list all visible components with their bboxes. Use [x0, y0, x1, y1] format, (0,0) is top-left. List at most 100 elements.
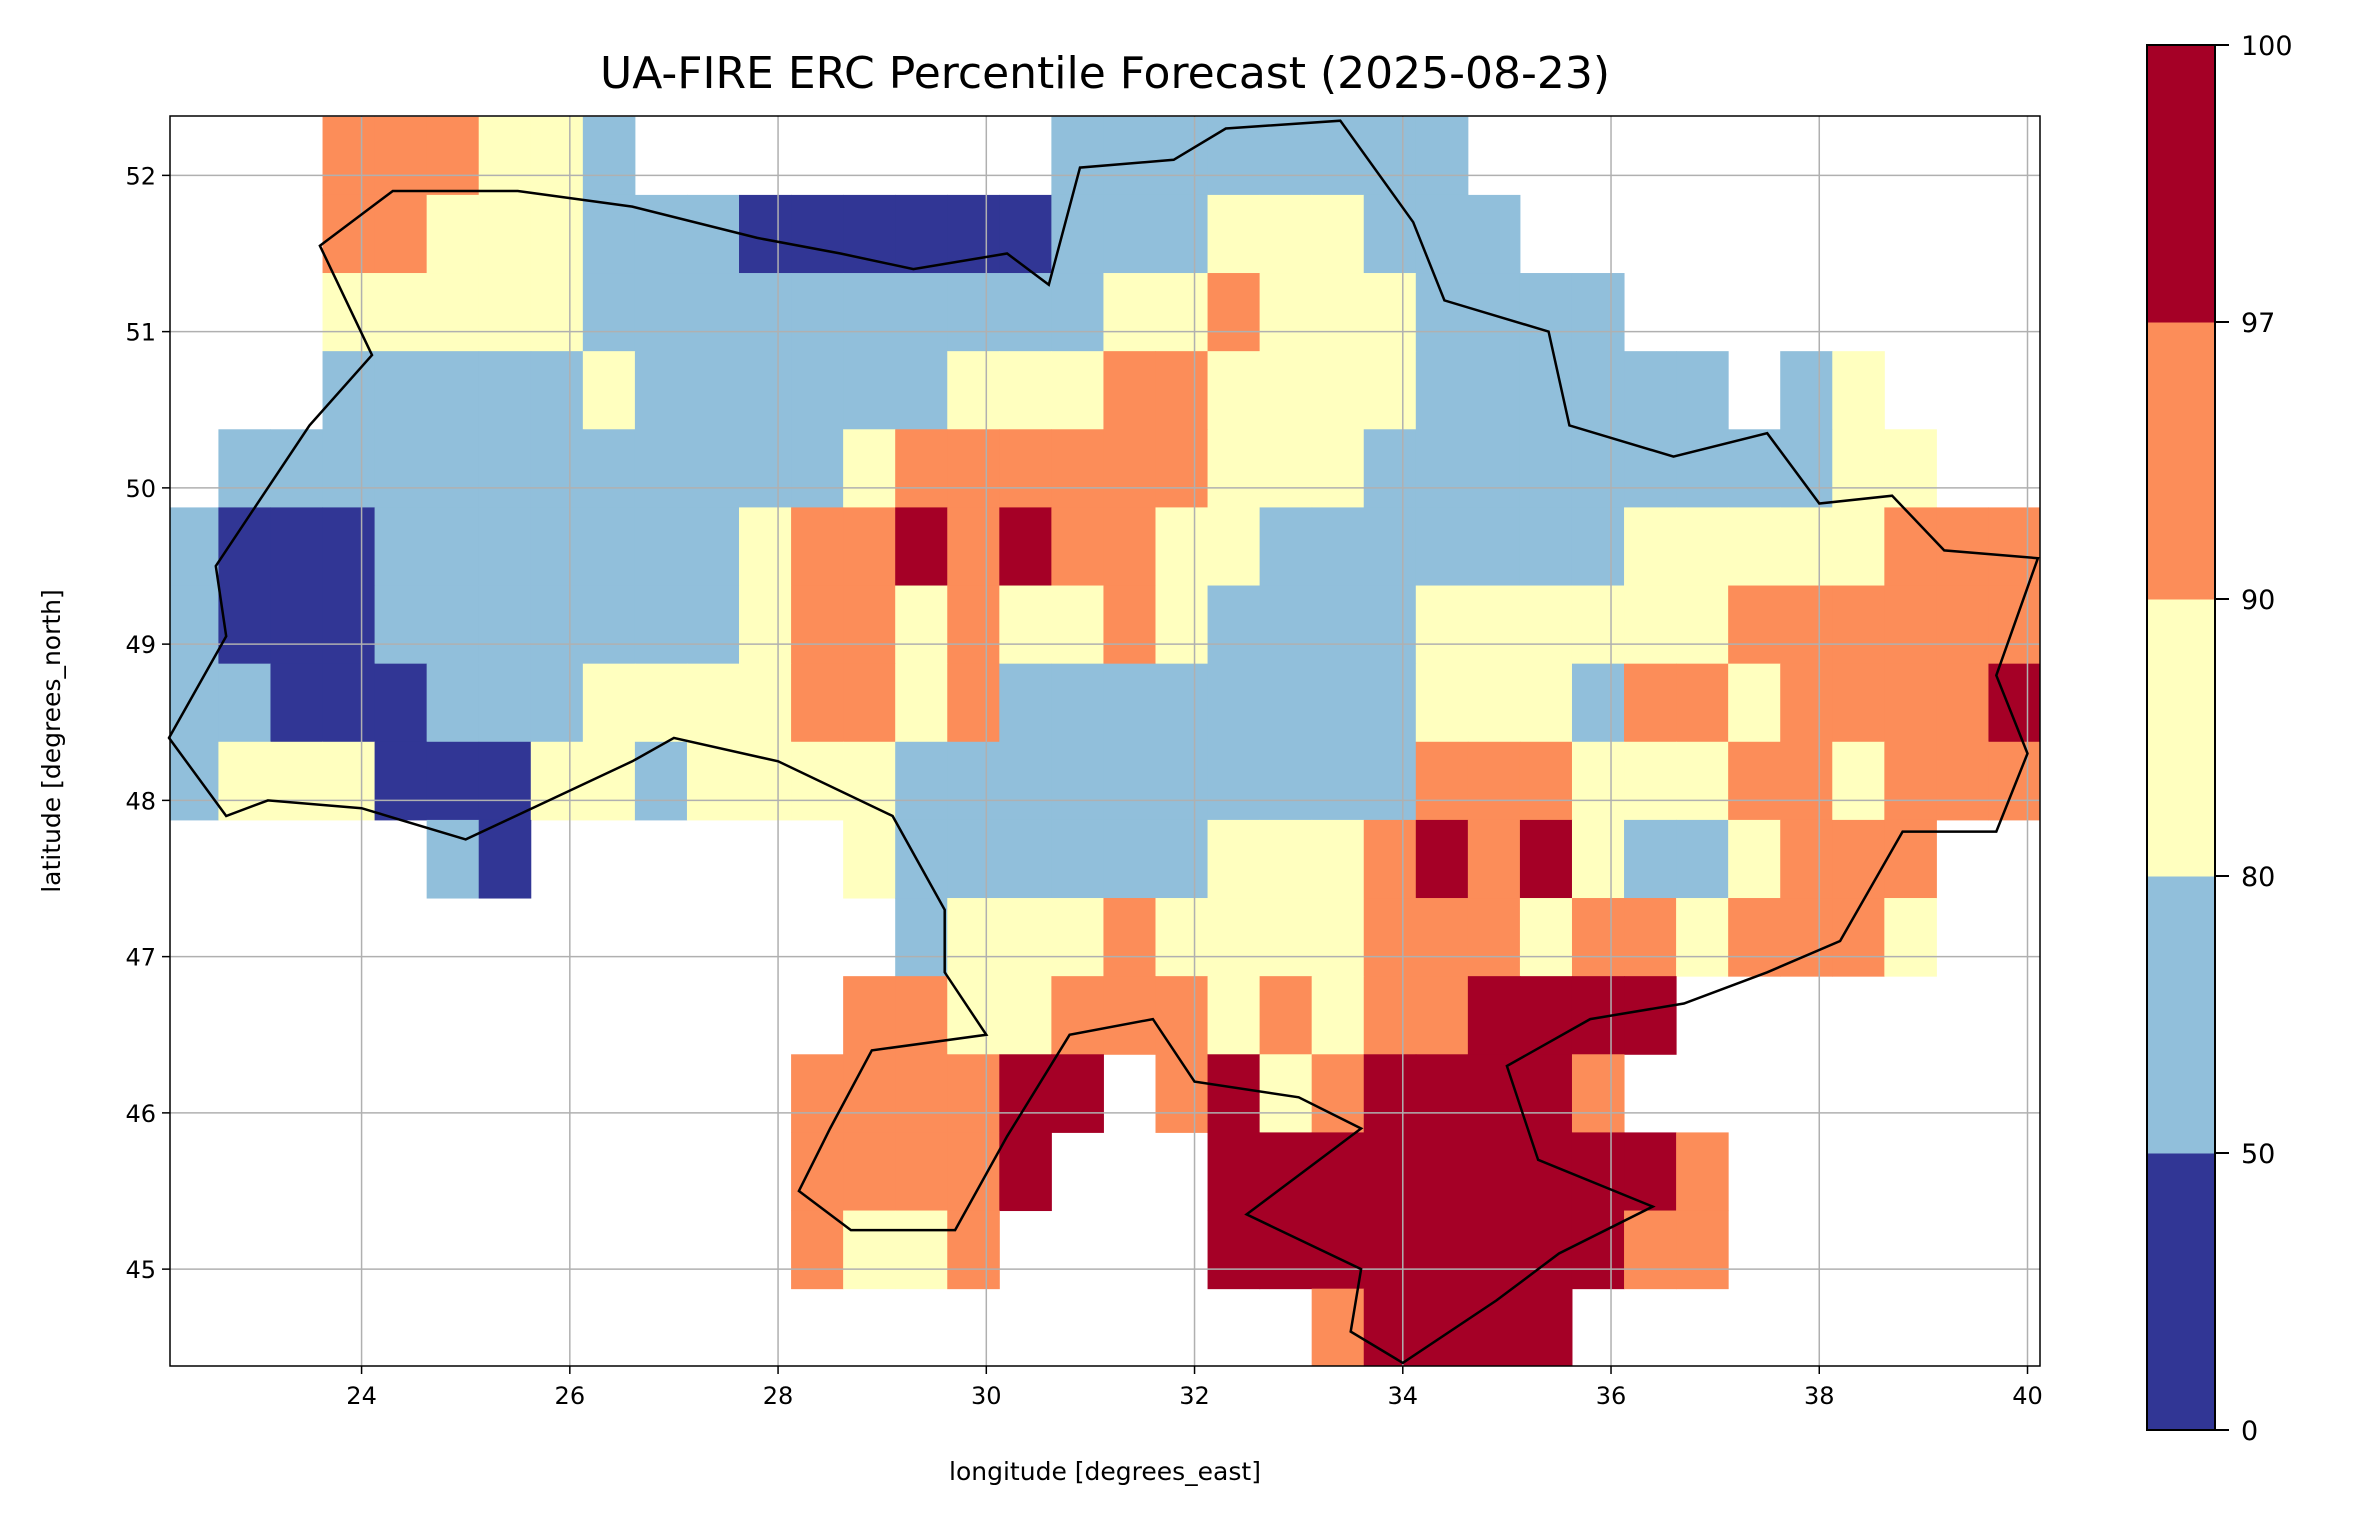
heatmap-cell — [999, 741, 1052, 821]
heatmap-cell — [1311, 1054, 1365, 1133]
heatmap-cell — [1051, 741, 1104, 821]
heatmap-cell — [1155, 429, 1209, 508]
heatmap-cell — [895, 273, 948, 352]
heatmap-cell — [1571, 1210, 1625, 1290]
heatmap-cell — [1884, 507, 1937, 587]
heatmap-cell — [1676, 1210, 1729, 1290]
heatmap-cell — [478, 663, 532, 743]
colorbar-segment — [2147, 1153, 2215, 1431]
heatmap-cell — [426, 507, 480, 587]
heatmap-cell — [1051, 194, 1104, 274]
heatmap-cell — [1207, 1210, 1261, 1290]
heatmap-cell — [1415, 898, 1469, 977]
heatmap-cell — [1571, 741, 1625, 821]
heatmap-cell — [1467, 741, 1521, 821]
heatmap-cell — [530, 507, 584, 587]
heatmap-cell — [1832, 741, 1885, 821]
heatmap-cell — [322, 116, 376, 196]
heatmap-cell — [1155, 741, 1209, 821]
heatmap-cell — [1676, 898, 1729, 977]
heatmap-cell — [1780, 351, 1833, 430]
heatmap-cell — [1624, 976, 1677, 1055]
heatmap-cell — [1103, 585, 1156, 665]
heatmap-cell — [1259, 585, 1313, 665]
heatmap-cell — [530, 194, 584, 274]
heatmap-cell — [1207, 429, 1261, 508]
heatmap-cell — [947, 1054, 1000, 1133]
heatmap-cell — [1936, 507, 1989, 587]
heatmap-cell — [1571, 351, 1625, 430]
heatmap-cell — [1311, 819, 1365, 899]
x-tick-label: 38 — [1804, 1382, 1835, 1410]
heatmap-cell — [426, 663, 480, 743]
heatmap-cell — [1311, 898, 1365, 977]
heatmap-cell — [791, 507, 844, 587]
heatmap-cell — [791, 1132, 844, 1212]
heatmap-cell — [582, 429, 636, 508]
heatmap-cell — [1728, 898, 1781, 977]
heatmap-cell — [478, 507, 532, 587]
y-tick-label: 46 — [125, 1100, 156, 1128]
heatmap-cell — [1363, 741, 1417, 821]
heatmap-cell — [1207, 1132, 1261, 1212]
heatmap-cell — [478, 116, 532, 196]
heatmap-cell — [1259, 663, 1313, 743]
x-tick-label: 36 — [1596, 1382, 1627, 1410]
heatmap-cell — [999, 429, 1052, 508]
heatmap-cell — [1832, 819, 1885, 899]
heatmap-cell — [947, 819, 1000, 899]
x-tick-label: 32 — [1179, 1382, 1210, 1410]
heatmap-cell — [1311, 351, 1365, 430]
heatmap-cell — [791, 585, 844, 665]
colorbar-segment — [2147, 322, 2215, 600]
heatmap-cell — [218, 663, 271, 743]
heatmap-cell — [478, 194, 532, 274]
x-tick-label: 34 — [1388, 1382, 1419, 1410]
heatmap-cell — [582, 663, 636, 743]
x-tick-label: 28 — [763, 1382, 794, 1410]
heatmap-cell — [1467, 194, 1521, 274]
heatmap-cell — [634, 741, 688, 821]
heatmap-cell — [1311, 429, 1365, 508]
heatmap-cell — [1519, 1288, 1573, 1367]
colorbar-tick-label: 100 — [2241, 31, 2293, 62]
heatmap-cell — [1884, 429, 1937, 508]
heatmap-cell — [1571, 585, 1625, 665]
heatmap-cell — [426, 429, 480, 508]
heatmap-cell — [1728, 585, 1781, 665]
heatmap-cell — [1415, 741, 1469, 821]
heatmap-cell — [1519, 819, 1573, 899]
heatmap-cell — [1259, 819, 1313, 899]
heatmap-cell — [1571, 1054, 1625, 1133]
y-tick-label: 47 — [125, 944, 156, 972]
heatmap-cell — [1415, 1210, 1469, 1290]
heatmap-cell — [1103, 819, 1156, 899]
heatmap-cell — [1259, 507, 1313, 587]
heatmap-cell — [1051, 507, 1104, 587]
heatmap-cell — [739, 663, 792, 743]
heatmap-cell — [895, 194, 948, 274]
heatmap-cell — [1571, 663, 1625, 743]
heatmap-cell — [582, 273, 636, 352]
y-tick-label: 48 — [125, 787, 156, 815]
heatmap-cell — [947, 429, 1000, 508]
heatmap-cell — [895, 351, 948, 430]
colorbar-tick-label: 97 — [2241, 308, 2275, 339]
y-axis-ticks: 45 46 47 48 49 50 51 52 — [125, 162, 170, 1284]
heatmap-cell — [1467, 663, 1521, 743]
heatmap-cell — [1363, 819, 1417, 899]
heatmap-cell — [1780, 898, 1833, 977]
heatmap-cell — [947, 273, 1000, 352]
heatmap-cell — [1103, 741, 1156, 821]
heatmap-cell — [1363, 507, 1417, 587]
x-axis-ticks: 24 26 28 30 32 34 36 38 40 — [346, 1366, 2043, 1410]
heatmap-cell — [1207, 976, 1261, 1055]
heatmap-cell — [1155, 585, 1209, 665]
heatmap-cell — [1571, 273, 1625, 352]
heatmap-cell — [374, 429, 428, 508]
heatmap-cell — [530, 429, 584, 508]
heatmap-cell — [1467, 1210, 1521, 1290]
heatmap-cell — [895, 898, 948, 977]
heatmap-cell — [1676, 663, 1729, 743]
heatmap-cell — [1311, 976, 1365, 1055]
